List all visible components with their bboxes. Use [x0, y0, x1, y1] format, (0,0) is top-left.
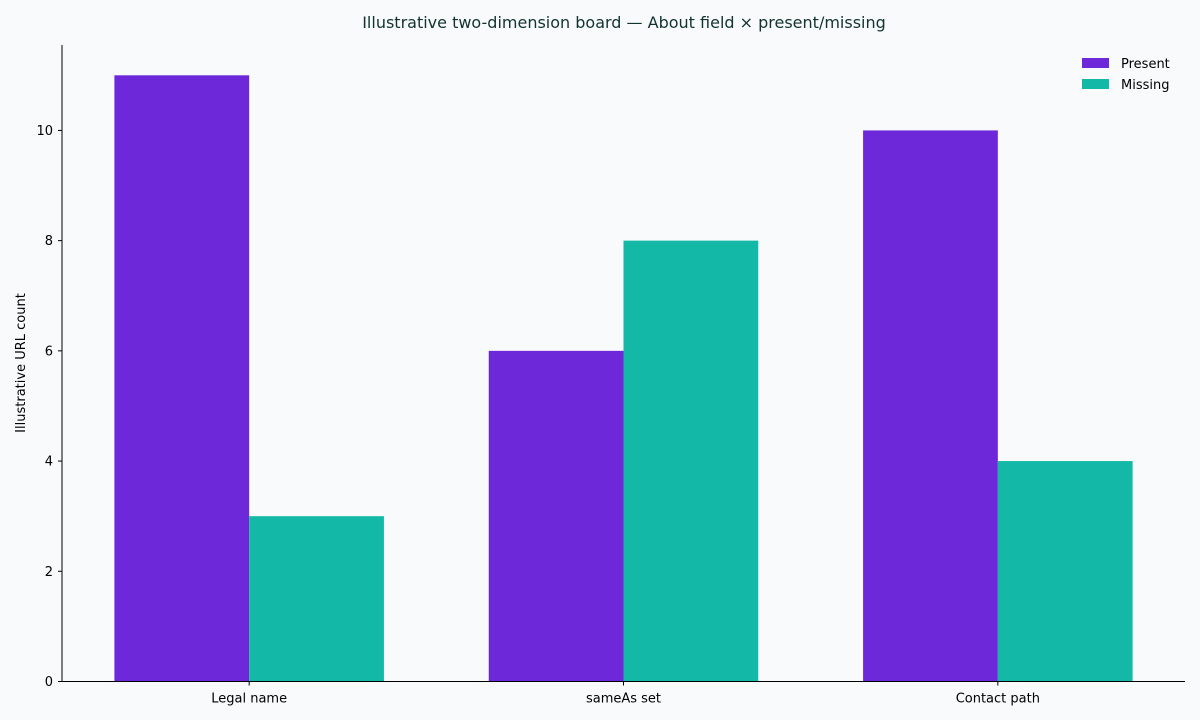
- y-tick-label: 6: [45, 344, 53, 359]
- x-tick-label: Legal name: [211, 692, 287, 707]
- bar-group: [114, 75, 1133, 682]
- bar-present-3: [863, 130, 998, 682]
- y-tick-label: 8: [45, 234, 53, 249]
- bar-present-1: [114, 75, 250, 682]
- bar-present-2: [488, 350, 624, 682]
- y-tick-label: 4: [45, 455, 53, 470]
- x-tick-label: sameAs set: [586, 692, 661, 707]
- y-axis-title: Illustrative URL count: [14, 293, 29, 433]
- y-tick-label: 2: [45, 565, 53, 580]
- y-tick-label: 10: [36, 124, 53, 139]
- legend-label-missing: Missing: [1121, 78, 1169, 93]
- y-axis-ticks: 0 2 4 6 8 10: [36, 124, 62, 690]
- bar-missing-1: [249, 516, 384, 682]
- legend-swatch-present: [1082, 58, 1109, 68]
- legend: Present Missing: [1082, 57, 1170, 93]
- bar-missing-2: [623, 240, 759, 682]
- legend-label-present: Present: [1121, 57, 1170, 72]
- bar-missing-3: [997, 461, 1133, 682]
- legend-swatch-missing: [1082, 79, 1109, 89]
- x-tick-label: Contact path: [956, 692, 1040, 707]
- chart-title: Illustrative two-dimension board — About…: [362, 13, 886, 32]
- x-axis-ticks: Legal name sameAs set Contact path: [211, 681, 1040, 707]
- y-tick-label: 0: [45, 675, 53, 690]
